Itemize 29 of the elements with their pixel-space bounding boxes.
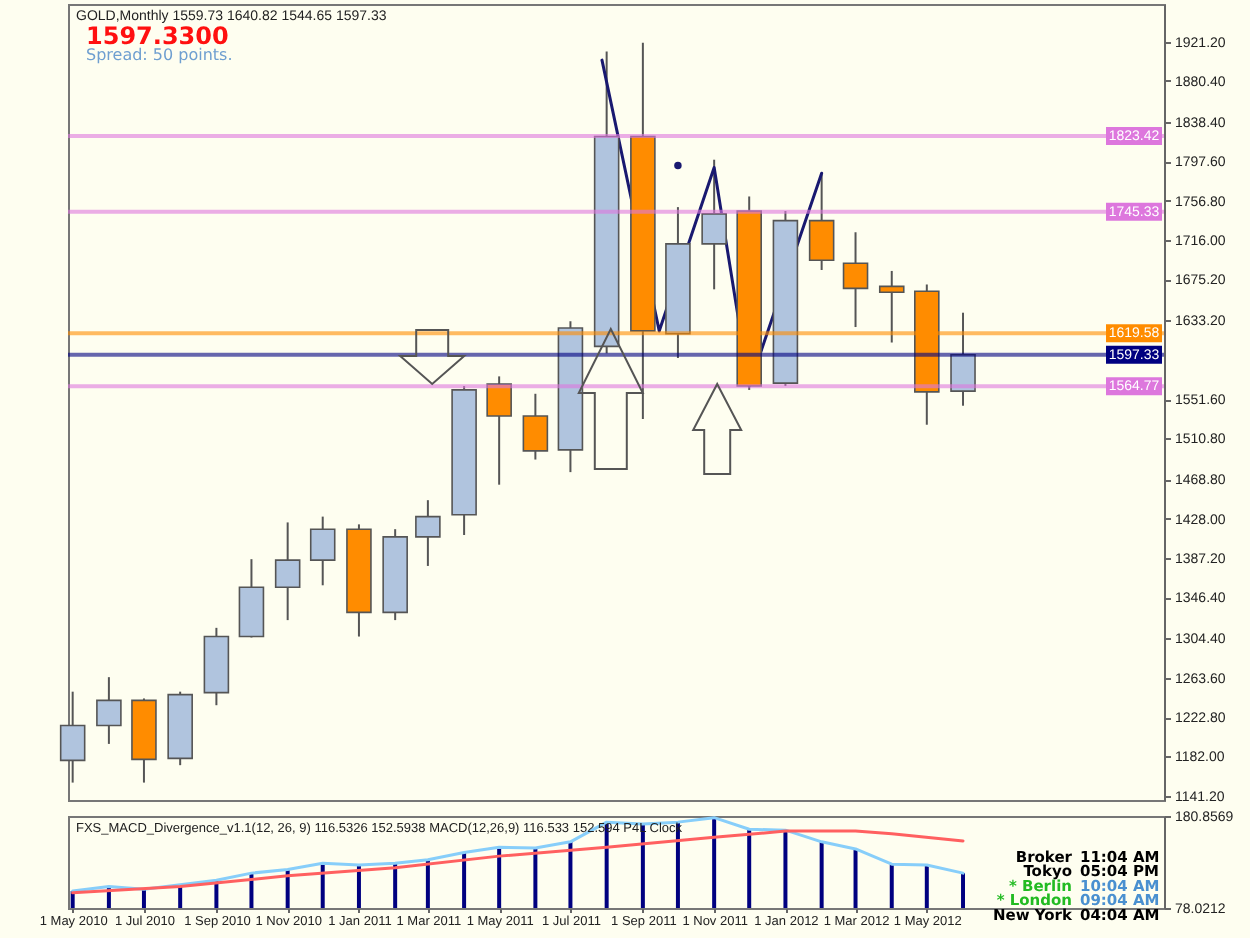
candlestick	[522, 392, 549, 461]
bar	[425, 859, 430, 908]
bar	[819, 841, 824, 908]
candlestick	[808, 172, 835, 271]
candlestick	[842, 231, 869, 329]
line-series	[71, 816, 965, 893]
candlestick	[309, 515, 336, 587]
candlestick	[415, 499, 441, 567]
bar	[497, 847, 502, 908]
bar	[712, 817, 717, 908]
bar	[853, 848, 858, 908]
candlestick	[96, 676, 122, 745]
annotation: Spread: 50 points.	[86, 46, 233, 64]
text: 1597.3300	[86, 22, 229, 50]
bar	[747, 829, 752, 908]
bar	[924, 865, 929, 908]
candlestick	[950, 311, 976, 407]
bar	[568, 841, 573, 908]
candlestick	[274, 521, 301, 622]
candlestick	[878, 269, 905, 344]
candlestick	[59, 690, 86, 784]
candlestick	[701, 158, 727, 291]
bar	[889, 864, 894, 908]
bar	[961, 873, 966, 908]
candlestick	[486, 375, 512, 486]
bar	[356, 865, 361, 908]
bar	[783, 830, 788, 908]
bar	[533, 848, 538, 908]
bar	[462, 852, 467, 908]
